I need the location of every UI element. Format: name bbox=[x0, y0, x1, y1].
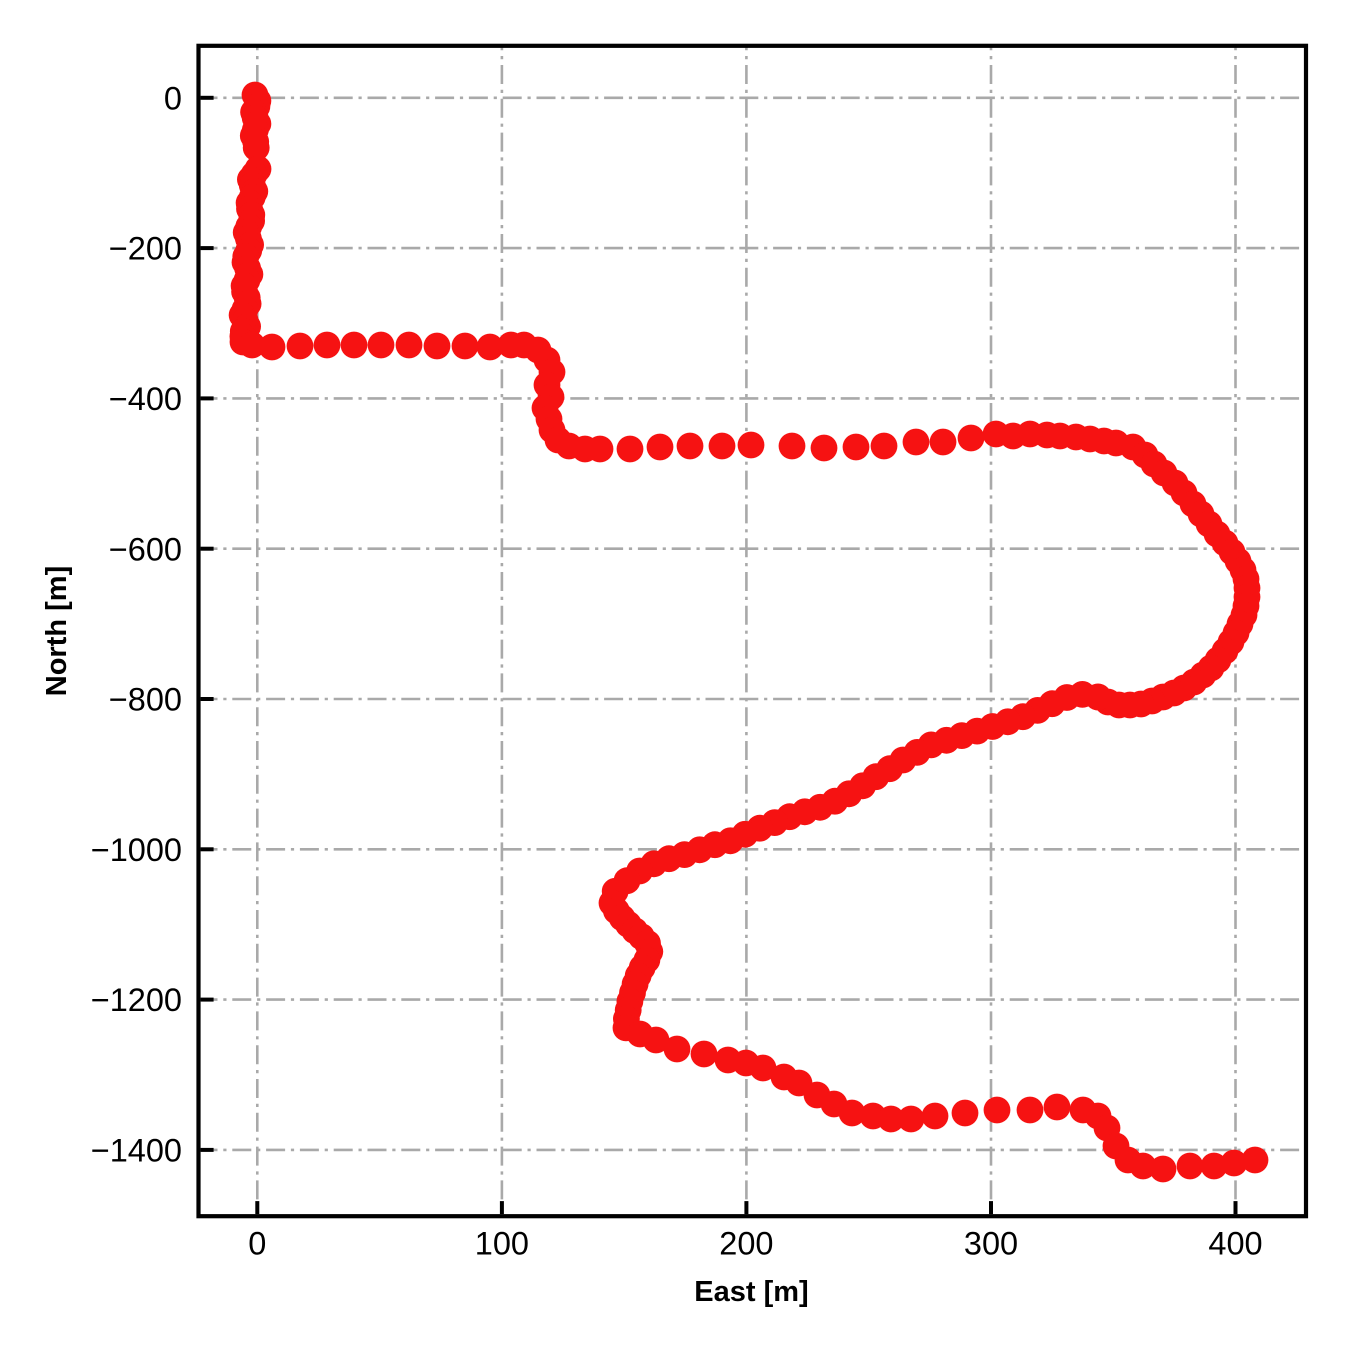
svg-text:0: 0 bbox=[248, 1226, 266, 1262]
svg-text:200: 200 bbox=[719, 1226, 773, 1262]
svg-text:−200: −200 bbox=[109, 231, 182, 267]
svg-text:−800: −800 bbox=[109, 682, 182, 718]
svg-text:−1200: −1200 bbox=[91, 982, 182, 1018]
svg-text:−600: −600 bbox=[109, 531, 182, 567]
svg-text:100: 100 bbox=[475, 1226, 529, 1262]
svg-text:−1400: −1400 bbox=[91, 1133, 182, 1169]
svg-text:North [m]: North [m] bbox=[41, 566, 73, 696]
svg-text:400: 400 bbox=[1208, 1226, 1262, 1262]
svg-text:300: 300 bbox=[964, 1226, 1018, 1262]
svg-text:0: 0 bbox=[164, 80, 182, 116]
svg-text:East [m]: East [m] bbox=[694, 1276, 808, 1308]
svg-text:−1000: −1000 bbox=[91, 832, 182, 868]
svg-text:−400: −400 bbox=[109, 381, 182, 417]
